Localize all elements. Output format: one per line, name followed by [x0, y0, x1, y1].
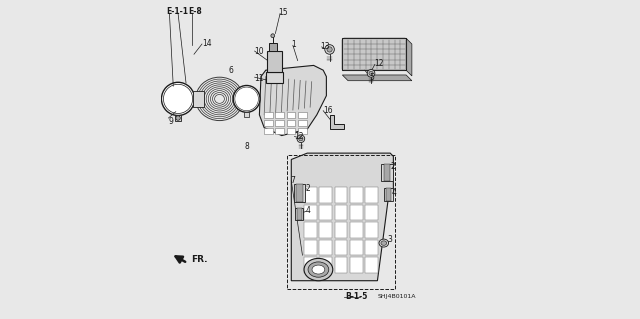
Bar	[350, 222, 363, 238]
Bar	[335, 222, 348, 238]
Bar	[264, 112, 273, 118]
Text: E-1-1: E-1-1	[166, 7, 188, 16]
Bar	[385, 188, 393, 201]
Bar	[386, 188, 391, 201]
Bar	[287, 112, 296, 118]
Bar	[319, 187, 332, 203]
Ellipse shape	[379, 239, 388, 247]
Bar	[287, 120, 296, 126]
Bar	[298, 112, 307, 118]
Bar	[193, 91, 204, 107]
Bar	[350, 205, 363, 220]
Circle shape	[327, 47, 332, 52]
Bar	[365, 187, 378, 203]
Bar	[335, 240, 348, 255]
Ellipse shape	[312, 265, 324, 274]
Ellipse shape	[308, 262, 329, 277]
Bar	[275, 128, 284, 134]
Text: FR.: FR.	[191, 256, 207, 264]
Bar	[365, 222, 378, 238]
Circle shape	[324, 45, 334, 54]
Text: 15: 15	[278, 8, 287, 17]
Bar	[335, 205, 348, 220]
Polygon shape	[291, 153, 394, 281]
Text: 12: 12	[374, 59, 384, 68]
Bar	[383, 164, 390, 181]
Text: 4: 4	[306, 206, 310, 215]
Bar	[275, 112, 284, 118]
Polygon shape	[330, 115, 344, 129]
Text: 10: 10	[254, 47, 264, 56]
Circle shape	[369, 71, 373, 76]
Bar	[319, 257, 332, 273]
Bar	[304, 240, 317, 255]
Bar	[365, 205, 378, 220]
Bar	[264, 128, 273, 134]
Bar	[381, 164, 393, 181]
Bar	[350, 240, 363, 255]
Text: 16: 16	[323, 106, 333, 115]
Bar	[175, 115, 180, 121]
Bar	[266, 72, 284, 83]
Text: 12: 12	[294, 132, 303, 141]
Bar	[365, 257, 378, 273]
Bar	[304, 205, 317, 220]
Polygon shape	[259, 65, 326, 136]
Circle shape	[271, 34, 275, 38]
Bar	[319, 240, 332, 255]
Circle shape	[297, 135, 305, 143]
Circle shape	[176, 116, 180, 120]
Bar	[295, 208, 303, 220]
Text: SHJ4B0101A: SHJ4B0101A	[378, 293, 416, 299]
Text: 9: 9	[168, 117, 173, 126]
Ellipse shape	[304, 258, 333, 281]
Bar	[304, 187, 317, 203]
Circle shape	[161, 82, 195, 115]
Bar	[304, 222, 317, 238]
Bar	[365, 240, 378, 255]
Bar	[298, 128, 307, 134]
Text: 14: 14	[202, 39, 212, 48]
Text: E-8: E-8	[189, 7, 202, 16]
Bar	[335, 187, 348, 203]
Polygon shape	[406, 38, 412, 76]
Bar	[335, 257, 348, 273]
Text: 3: 3	[387, 235, 392, 244]
Bar	[294, 184, 305, 202]
Bar	[244, 112, 249, 117]
Bar	[268, 51, 282, 72]
Circle shape	[367, 70, 375, 77]
Text: 4: 4	[392, 188, 396, 197]
Text: 1: 1	[291, 40, 296, 49]
Bar	[296, 184, 303, 202]
Bar	[342, 38, 406, 70]
Bar	[350, 187, 363, 203]
Bar	[269, 43, 277, 51]
Bar	[287, 155, 395, 289]
Bar	[264, 120, 273, 126]
Bar	[319, 205, 332, 220]
Bar	[297, 208, 301, 220]
Text: B-1-5: B-1-5	[346, 292, 368, 300]
Bar	[304, 257, 317, 273]
Text: 7: 7	[291, 176, 296, 185]
Bar	[319, 222, 332, 238]
Text: 2: 2	[390, 162, 395, 171]
Text: 6: 6	[228, 66, 233, 75]
Bar	[287, 128, 296, 134]
Bar	[275, 120, 284, 126]
Text: 5: 5	[369, 73, 374, 82]
Bar	[298, 120, 307, 126]
Text: 11: 11	[254, 74, 264, 83]
Polygon shape	[342, 75, 412, 81]
Text: 8: 8	[244, 142, 249, 151]
Text: 13: 13	[320, 42, 330, 51]
Ellipse shape	[381, 241, 387, 245]
Circle shape	[233, 85, 260, 112]
Circle shape	[299, 137, 303, 141]
Text: 2: 2	[306, 184, 310, 193]
Bar	[350, 257, 363, 273]
